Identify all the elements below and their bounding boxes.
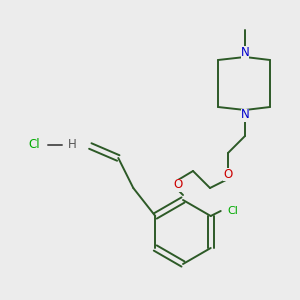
Text: N: N xyxy=(241,109,249,122)
Text: N: N xyxy=(241,46,249,59)
Text: H: H xyxy=(68,139,76,152)
Text: Cl: Cl xyxy=(28,139,40,152)
Text: Cl: Cl xyxy=(227,206,238,216)
Text: O: O xyxy=(173,178,183,191)
Text: O: O xyxy=(224,167,232,181)
